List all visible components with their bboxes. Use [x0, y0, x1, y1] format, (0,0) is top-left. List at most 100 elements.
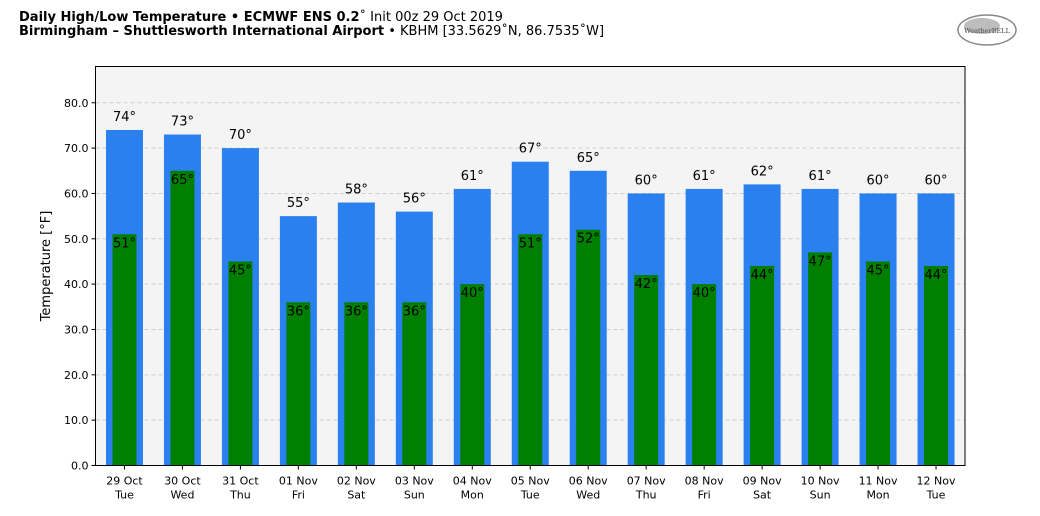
low-label: 44° [924, 268, 947, 283]
high-label: 70° [229, 128, 252, 143]
low-label: 36° [287, 304, 310, 319]
high-label: 58° [345, 183, 368, 198]
x-tick-date: 30 Oct [164, 475, 201, 488]
low-bar [866, 261, 891, 466]
high-label: 73° [171, 115, 194, 130]
low-bar [228, 261, 253, 466]
x-tick-date: 12 Nov [917, 475, 956, 488]
low-label: 65° [171, 173, 194, 188]
low-bar [402, 302, 427, 466]
high-label: 60° [635, 173, 658, 188]
x-tick-date: 01 Nov [279, 475, 318, 488]
low-label: 45° [229, 263, 252, 278]
low-label: 51° [519, 236, 542, 251]
y-axis: 0.0 10.0 20.0 30.0 40.0 50.0 60.0 70.0 80.0 [64, 97, 96, 473]
low-label: 52° [577, 232, 600, 247]
low-bar [112, 234, 137, 466]
low-bar [460, 284, 485, 466]
chart-title: Daily High/Low Temperature • ECMWF ENS 0… [19, 10, 503, 25]
low-bar [576, 229, 601, 466]
x-tick-date: 04 Nov [453, 475, 492, 488]
logo-ring [957, 14, 1017, 46]
low-label: 36° [345, 304, 368, 319]
high-label: 60° [867, 173, 890, 188]
y-tick-label: 0.0 [71, 460, 89, 473]
low-label: 40° [693, 286, 716, 301]
y-tick-label: 10.0 [64, 414, 89, 427]
high-label: 61° [693, 169, 716, 184]
x-tick-date: 09 Nov [743, 475, 782, 488]
y-tick-label: 20.0 [64, 369, 89, 382]
y-tick-label: 30.0 [64, 323, 89, 336]
chart-title-degree: ˚ [359, 10, 367, 25]
bars [105, 129, 955, 466]
y-tick-label: 50.0 [64, 233, 89, 246]
location-coords: • KBHM [33.5629˚N, 86.7535˚W] [384, 24, 605, 39]
location-name: Birmingham – Shuttlesworth International… [19, 24, 385, 39]
high-label: 56° [403, 192, 426, 207]
chart-title-bold: Daily High/Low Temperature • ECMWF ENS 0… [19, 10, 360, 25]
low-bar [344, 302, 369, 466]
x-tick-date: 03 Nov [395, 475, 434, 488]
x-tick-date: 29 Oct [106, 475, 143, 488]
x-tick-weekday: Tue [114, 489, 134, 502]
x-tick-date: 31 Oct [222, 475, 259, 488]
low-bar [518, 234, 543, 466]
x-tick-weekday: Thu [229, 489, 251, 502]
x-tick-weekday: Mon [461, 489, 484, 502]
x-tick-weekday: Tue [926, 489, 946, 502]
low-label: 40° [461, 286, 484, 301]
high-label: 65° [577, 151, 600, 166]
weatherbell-logo: WeatherBELL [957, 14, 1017, 46]
low-label: 47° [809, 254, 832, 269]
x-tick-weekday: Sat [753, 489, 772, 502]
x-tick-weekday: Tue [520, 489, 540, 502]
low-bar [924, 266, 949, 466]
data-labels: 74° 51° 73° 65° 70° 45° 55° 36° 58° 36° 56° 36° 61° 4… [113, 110, 948, 319]
low-label: 44° [751, 268, 774, 283]
y-axis-label: Temperature [°F] [39, 211, 54, 323]
x-tick-date: 06 Nov [569, 475, 608, 488]
low-label: 51° [113, 236, 136, 251]
low-bar [286, 302, 311, 466]
high-label: 62° [751, 164, 774, 179]
low-bar [634, 275, 659, 466]
x-tick-weekday: Thu [635, 489, 657, 502]
x-tick-weekday: Wed [576, 489, 600, 502]
high-label: 74° [113, 110, 136, 125]
x-tick-weekday: Sat [347, 489, 366, 502]
x-tick-weekday: Sun [810, 489, 831, 502]
high-label: 60° [924, 173, 947, 188]
x-tick-date: 02 Nov [337, 475, 376, 488]
chart-title-init: Init 00z 29 Oct 2019 [366, 10, 503, 25]
low-bar [692, 284, 717, 466]
y-tick-label: 40.0 [64, 278, 89, 291]
logo-swoosh [964, 18, 1000, 34]
x-tick-weekday: Wed [170, 489, 194, 502]
x-tick-weekday: Fri [698, 489, 711, 502]
y-tick-label: 70.0 [64, 142, 89, 155]
x-tick-date: 11 Nov [859, 475, 898, 488]
low-label: 42° [635, 277, 658, 292]
x-tick-date: 10 Nov [801, 475, 840, 488]
y-tick-label: 60.0 [64, 187, 89, 200]
low-bar [170, 170, 195, 466]
low-label: 45° [867, 263, 890, 278]
x-tick-date: 05 Nov [511, 475, 550, 488]
x-tick-date: 08 Nov [685, 475, 724, 488]
x-tick-weekday: Fri [292, 489, 305, 502]
high-label: 61° [461, 169, 484, 184]
high-label: 67° [519, 142, 542, 157]
x-tick-weekday: Sun [404, 489, 425, 502]
x-tick-weekday: Mon [866, 489, 889, 502]
x-tick-date: 07 Nov [627, 475, 666, 488]
logo-text: WeatherBELL [964, 27, 1010, 35]
chart-subtitle: Birmingham – Shuttlesworth International… [19, 24, 604, 39]
high-label: 61° [809, 169, 832, 184]
low-bar [750, 266, 775, 466]
low-bar [808, 252, 833, 466]
high-label: 55° [287, 196, 310, 211]
low-label: 36° [403, 304, 426, 319]
